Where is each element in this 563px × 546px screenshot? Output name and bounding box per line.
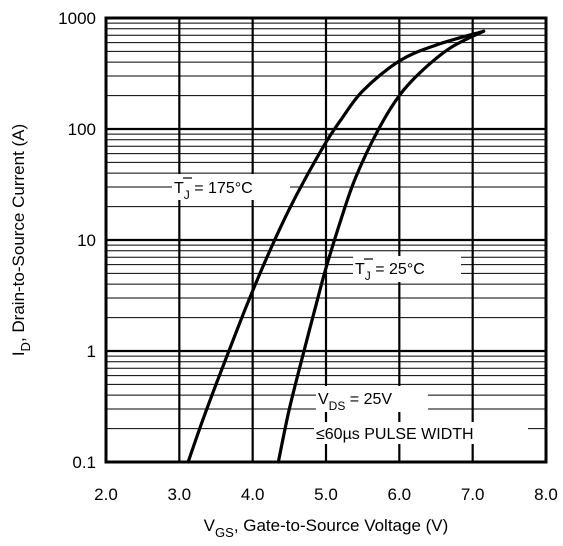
- y-tick-label: 10: [77, 231, 96, 250]
- x-tick-label: 5.0: [314, 485, 338, 504]
- y-axis-title: ID, Drain-to-Source Current (A): [9, 124, 33, 356]
- curve-tj-25: [276, 29, 486, 464]
- x-axis-title: VGS, Gate-to-Source Voltage (V): [204, 516, 449, 540]
- curves: [186, 29, 486, 464]
- series-label-25: TJ = 25°C: [355, 261, 425, 283]
- y-tick-label: 100: [68, 120, 96, 139]
- plot-frame: [104, 16, 548, 464]
- label-bg-25: [353, 256, 461, 282]
- curve-tj-175: [186, 29, 486, 464]
- x-tick-label: 4.0: [241, 485, 265, 504]
- x-tick-label: 7.0: [461, 485, 485, 504]
- vds-bg: [316, 386, 428, 412]
- x-tick-label: 2.0: [94, 485, 118, 504]
- tick-labels: 2.0 3.0 4.0 5.0 6.0 7.0 8.0 0.1 1 10 100 1000: [58, 9, 558, 504]
- pulse-bg: [314, 422, 528, 444]
- series-label-175: TJ = 175°C: [174, 180, 253, 202]
- x-tick-label: 6.0: [388, 485, 412, 504]
- x-tick-label: 8.0: [534, 485, 558, 504]
- annotation-pulse-width: ≤60µs PULSE WIDTH: [316, 426, 474, 443]
- annotation-vds: VDS = 25V: [318, 391, 392, 413]
- x-tick-label: 3.0: [168, 485, 192, 504]
- y-tick-label: 1: [87, 342, 96, 361]
- y-tick-label: 0.1: [72, 453, 96, 472]
- y-tick-label: 1000: [58, 9, 96, 28]
